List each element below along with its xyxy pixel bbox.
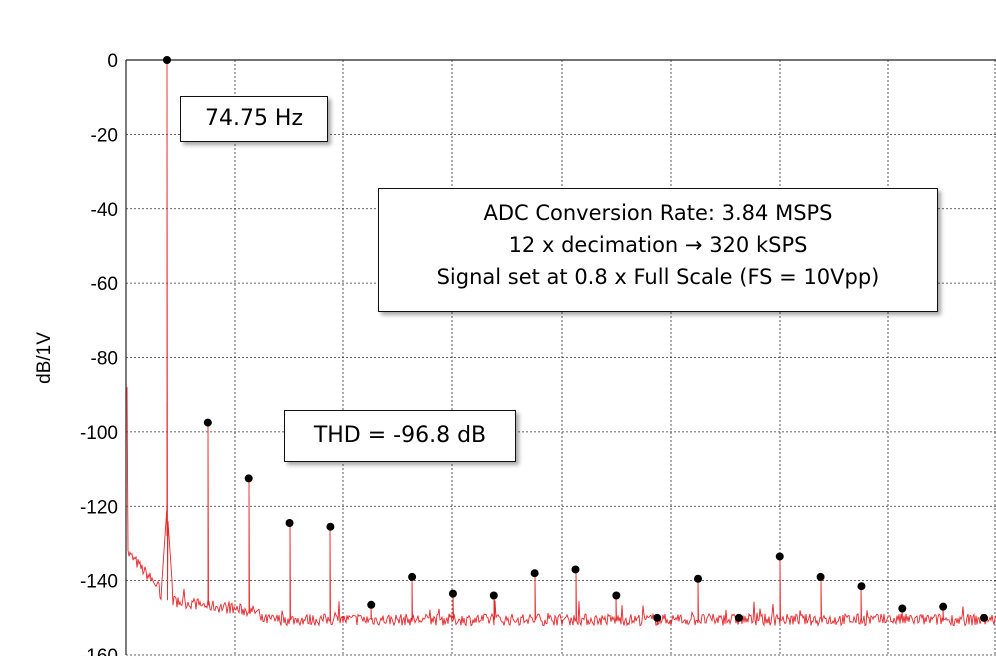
y-tick-label: -100	[80, 423, 118, 444]
harmonic-marker	[489, 591, 498, 600]
y-tick-label: 0	[107, 51, 118, 72]
y-tick-label: -120	[80, 497, 118, 518]
harmonic-marker	[816, 572, 825, 581]
adc-info-annotation: ADC Conversion Rate: 3.84 MSPS 12 x deci…	[378, 188, 938, 312]
fundamental-frequency-annotation: 74.75 Hz	[180, 96, 328, 142]
harmonic-markers	[163, 56, 988, 622]
harmonic-marker	[939, 602, 948, 611]
info-line-conversion-rate: ADC Conversion Rate: 3.84 MSPS	[483, 201, 833, 225]
harmonic-marker	[857, 582, 866, 591]
harmonic-marker	[367, 600, 376, 609]
spectrum-trace	[126, 59, 996, 627]
y-tick-label: -20	[91, 125, 118, 146]
spectrum-series	[126, 59, 996, 627]
fundamental-frequency-text: 74.75 Hz	[204, 106, 304, 131]
y-tick-label: -60	[91, 274, 118, 295]
harmonic-marker	[571, 565, 580, 574]
y-axis-label: dB/1V	[34, 332, 55, 384]
harmonic-marker	[734, 613, 743, 622]
y-tick-labels: 0 -20 -40 -60 -80 -100 -120 -140 -160	[80, 51, 118, 656]
info-line-decimation: 12 x decimation → 320 kSPS	[508, 233, 808, 257]
thd-annotation: THD = -96.8 dB	[284, 410, 516, 462]
y-tick-label: -40	[91, 200, 118, 221]
harmonic-marker	[775, 552, 784, 561]
harmonic-marker	[326, 522, 335, 531]
harmonic-marker	[898, 604, 907, 613]
info-line-signal-level: Signal set at 0.8 x Full Scale (FS = 10V…	[436, 265, 880, 289]
harmonic-marker	[653, 613, 662, 622]
harmonic-marker	[408, 572, 417, 581]
harmonic-marker	[980, 613, 988, 622]
harmonic-marker	[244, 474, 253, 483]
y-tick-label: -80	[91, 349, 118, 370]
harmonic-marker	[448, 589, 457, 598]
harmonic-marker	[285, 518, 294, 527]
harmonic-marker	[612, 591, 621, 600]
thd-text: THD = -96.8 dB	[313, 423, 487, 448]
harmonic-marker	[163, 56, 171, 64]
harmonic-marker	[530, 569, 539, 578]
harmonic-marker	[694, 574, 703, 583]
grid	[125, 59, 996, 656]
y-tick-label: -160	[80, 646, 118, 656]
y-tick-label: -140	[80, 572, 118, 593]
harmonic-marker	[203, 418, 212, 427]
